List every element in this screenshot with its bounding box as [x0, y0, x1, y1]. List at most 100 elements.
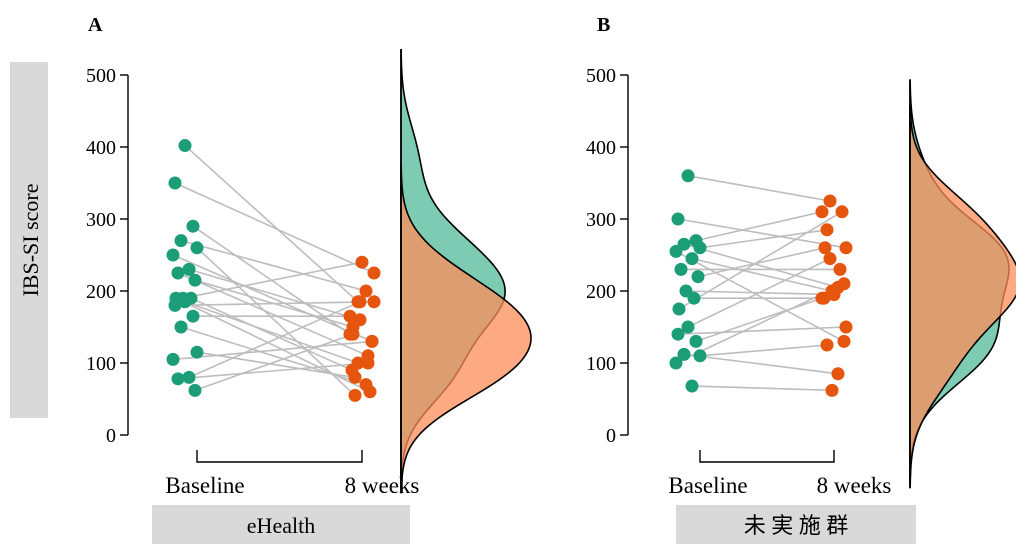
week8-point — [835, 205, 849, 219]
week8-density — [400, 166, 532, 494]
baseline-point — [182, 370, 196, 384]
week8-point — [833, 262, 847, 276]
week8-point — [831, 367, 845, 381]
connector-line — [182, 261, 363, 299]
week8-point — [353, 295, 367, 309]
week8-point — [823, 252, 837, 266]
y-tick-label: 100 — [86, 353, 116, 375]
baseline-point — [171, 372, 185, 386]
baseline-point — [677, 347, 691, 361]
week8-point — [815, 291, 829, 305]
baseline-point — [188, 383, 202, 397]
x-axis-bracket — [196, 450, 363, 463]
panel-a-plot: 0 100 200 300 400 500 Baseline 8 weeks — [86, 49, 532, 498]
week8-point — [837, 277, 851, 291]
baseline-point — [681, 320, 695, 334]
connector-line — [695, 211, 823, 242]
connector-line — [174, 182, 375, 274]
week8-point — [359, 378, 373, 392]
week8-point — [839, 320, 853, 334]
baseline-point — [671, 327, 685, 341]
connector-line — [678, 211, 843, 310]
baseline-point — [186, 219, 200, 233]
baseline-point — [171, 266, 185, 280]
connector-line — [184, 144, 359, 303]
baseline-point — [691, 270, 705, 284]
connector-line — [184, 301, 359, 364]
baseline-point — [178, 295, 192, 309]
connector-line — [677, 326, 847, 335]
ylabel-box — [10, 62, 48, 418]
group-label-b: 未 実 施 群 — [744, 513, 849, 538]
baseline-point — [669, 244, 683, 258]
connector-line — [699, 344, 828, 357]
connector-line — [172, 340, 373, 361]
connector-line — [177, 362, 369, 380]
week8-point — [820, 223, 834, 237]
week8-point — [825, 383, 839, 397]
x-axis-bracket — [699, 450, 835, 463]
connector-line — [691, 257, 833, 292]
baseline-point — [190, 345, 204, 359]
connector-line — [190, 297, 353, 371]
week8-point — [346, 327, 360, 341]
x-tick-label: Baseline — [668, 473, 747, 498]
connector-line — [172, 254, 373, 343]
baseline-point — [685, 252, 699, 266]
week8-point — [837, 334, 851, 348]
connector-line — [691, 385, 833, 392]
baseline-point — [174, 234, 188, 248]
connector-line — [196, 247, 356, 396]
connector-line — [675, 250, 845, 343]
baseline-point — [188, 273, 202, 287]
baseline-point — [174, 320, 188, 334]
group-label-box-b — [676, 505, 916, 544]
y-tick-label: 0 — [606, 425, 616, 447]
connector-line — [687, 257, 831, 328]
baseline-point — [689, 334, 703, 348]
baseline-point — [190, 241, 204, 255]
connector-line — [697, 247, 826, 278]
baseline-point — [693, 241, 707, 255]
week8-point — [820, 338, 834, 352]
week8-point — [348, 370, 362, 384]
week8-point — [365, 334, 379, 348]
baseline-point — [186, 309, 200, 323]
week8-point — [839, 241, 853, 255]
week8-point — [815, 205, 829, 219]
connector-line — [174, 301, 375, 307]
x-tick-label: 8 weeks — [345, 473, 420, 498]
baseline-point — [166, 248, 180, 262]
week8-point — [359, 284, 373, 298]
week8-point — [348, 388, 362, 402]
baseline-point — [168, 176, 182, 190]
baseline-point — [687, 291, 701, 305]
connector-line — [188, 301, 361, 379]
connector-line — [194, 333, 354, 392]
baseline-point — [178, 139, 192, 153]
y-tick-label: 100 — [586, 353, 616, 375]
panel-b-plot: 0 100 200 300 400 500 Baseline 8 weeks — [586, 65, 1016, 498]
connector-line — [687, 175, 831, 202]
baseline-point — [669, 356, 683, 370]
group-label-a: eHealth — [247, 513, 315, 538]
y-tick-label: 500 — [586, 65, 616, 87]
y-tick-label: 500 — [86, 65, 116, 87]
y-tick-label: 400 — [86, 137, 116, 159]
week8-point — [823, 194, 837, 208]
week8-point — [355, 255, 369, 269]
baseline-point — [693, 349, 707, 363]
week8-point — [367, 266, 381, 280]
week8-point — [351, 356, 365, 370]
baseline-point — [681, 169, 695, 183]
baseline-point — [671, 212, 685, 226]
y-tick-label: 200 — [86, 281, 116, 303]
week8-point — [367, 295, 381, 309]
panel-letter-a: A — [88, 14, 103, 36]
week8-point — [818, 241, 832, 255]
connector-line — [683, 353, 839, 375]
y-tick-label: 0 — [106, 425, 116, 447]
connector-line — [683, 243, 839, 289]
baseline-point — [674, 262, 688, 276]
x-tick-label: 8 weeks — [817, 473, 892, 498]
